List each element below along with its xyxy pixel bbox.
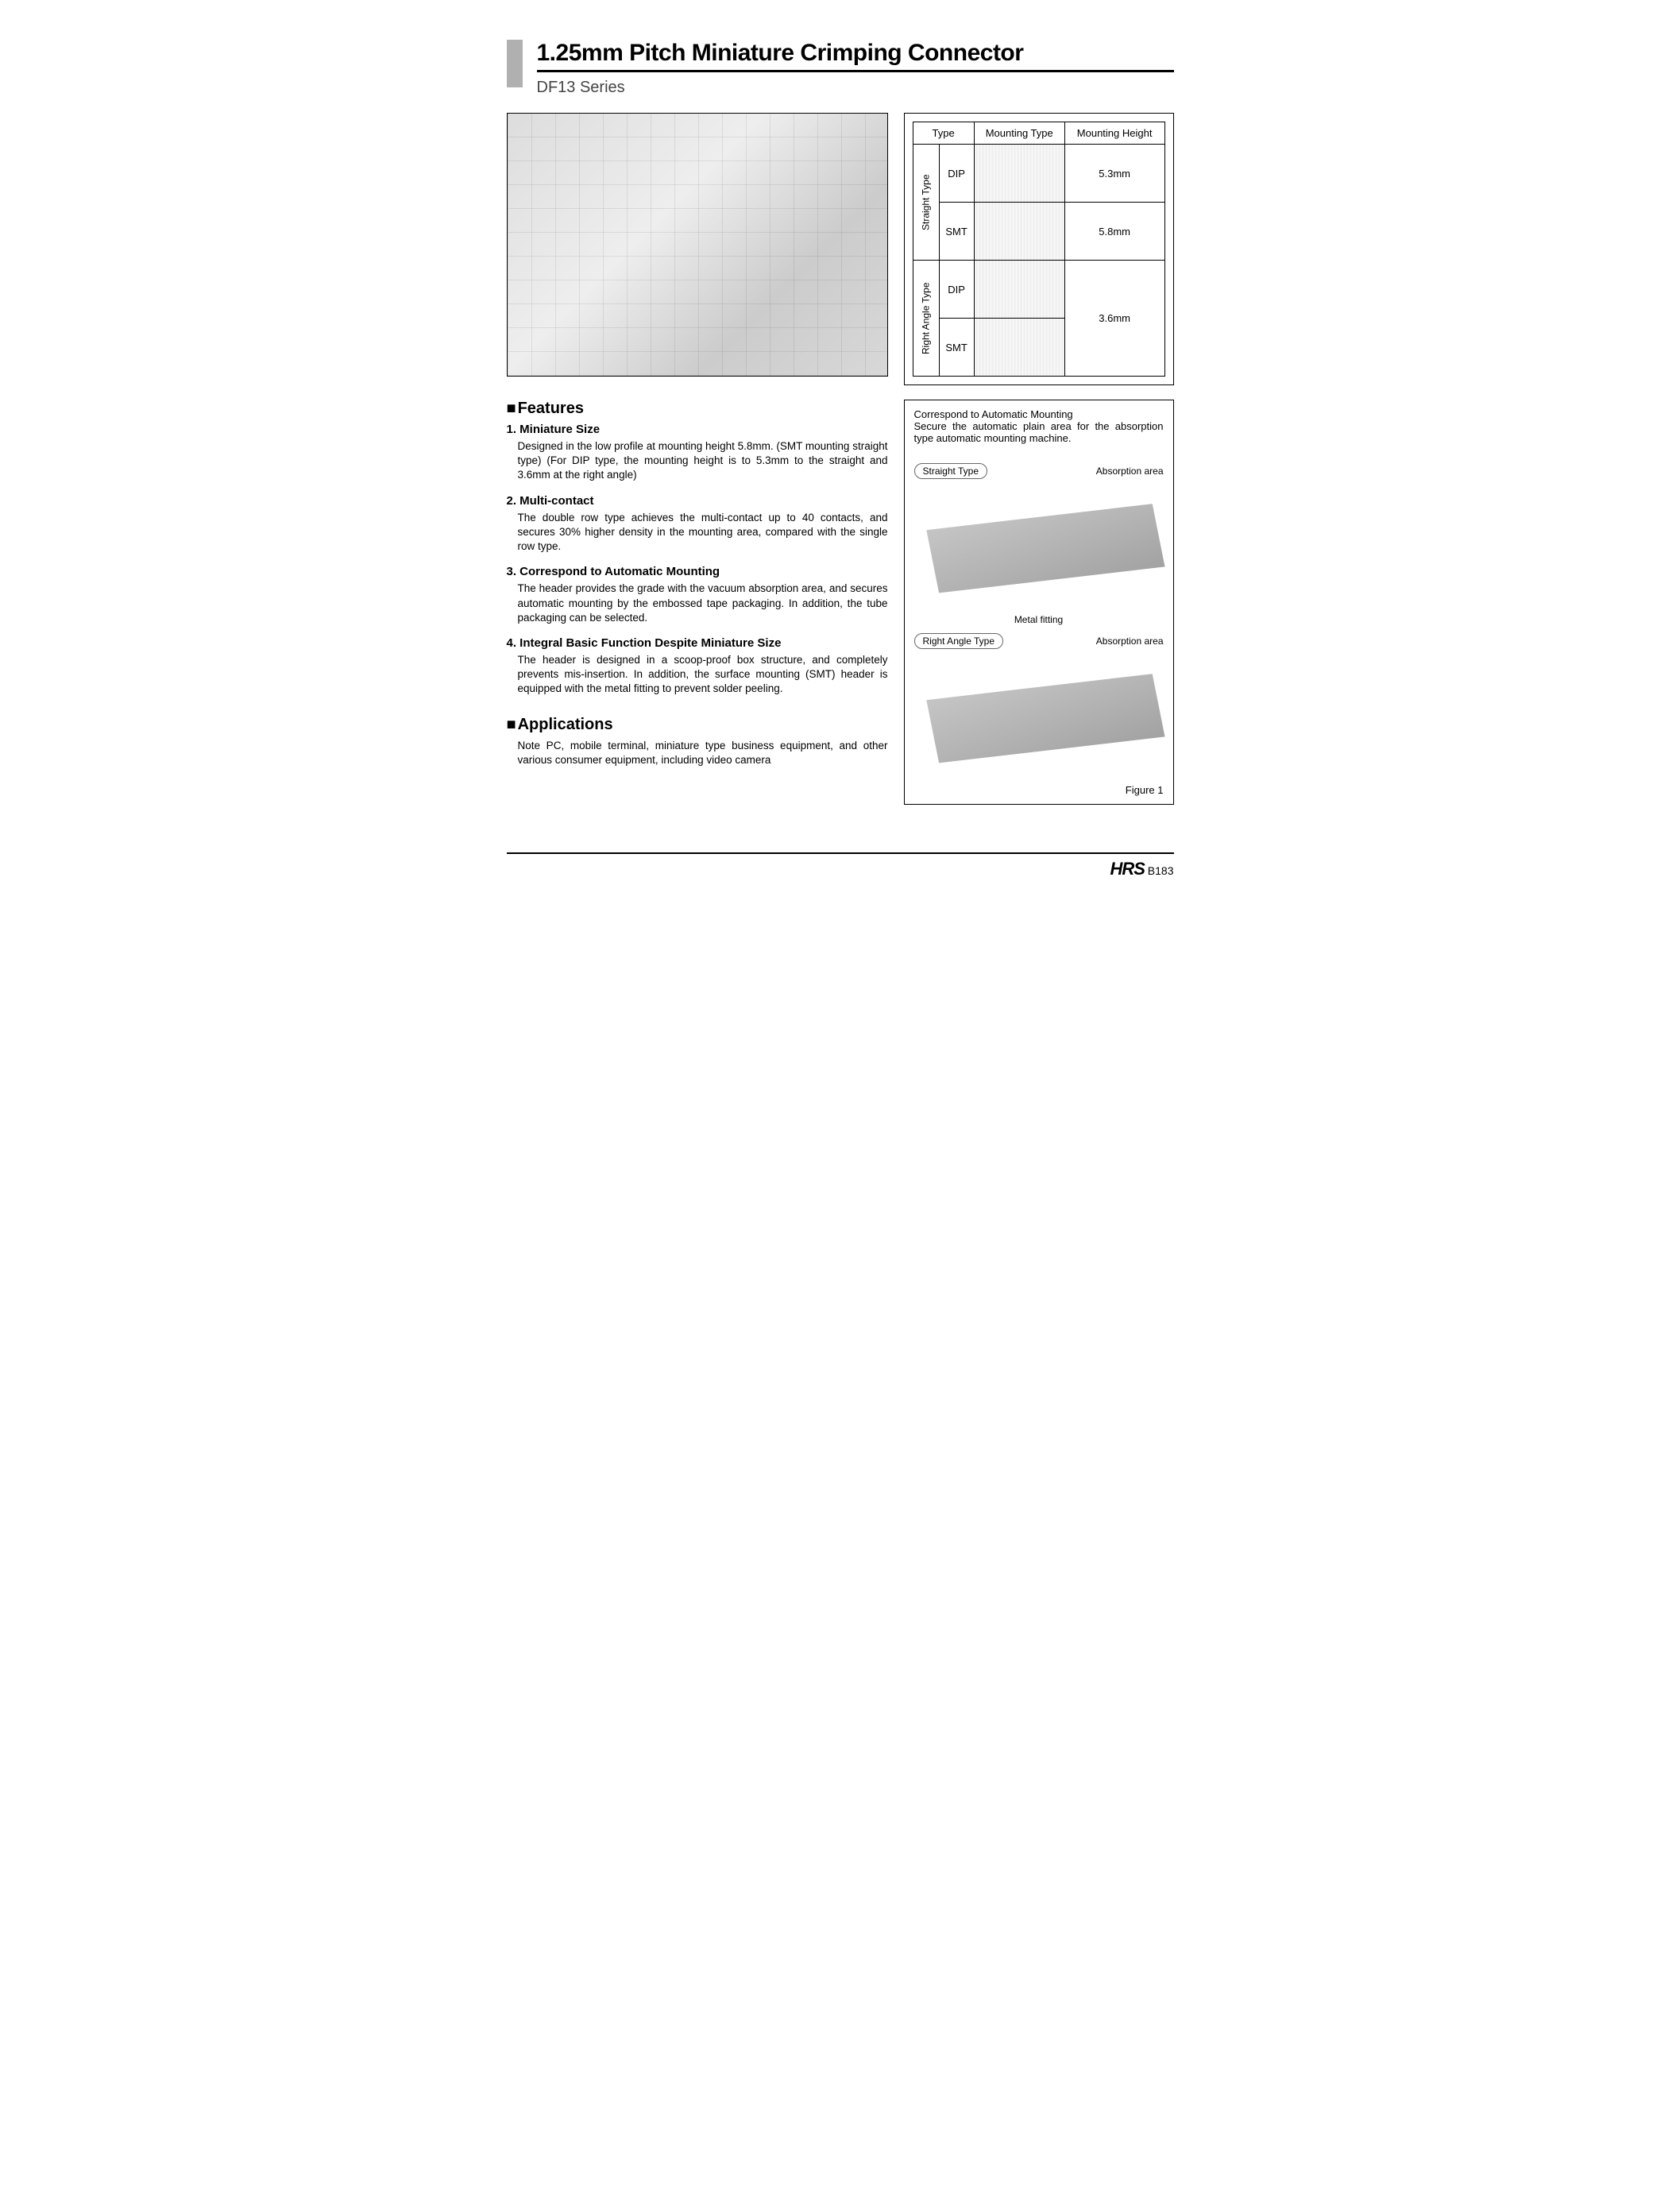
product-photo xyxy=(507,113,888,377)
spec-type-dip-2: DIP xyxy=(939,261,974,319)
feature-1-body: Designed in the low profile at mounting … xyxy=(518,439,888,483)
footer-logo: HRS xyxy=(1110,859,1144,879)
metal-fitting-label: Metal fitting xyxy=(914,614,1164,625)
spec-header-mounting-type: Mounting Type xyxy=(974,122,1064,145)
right-angle-type-pill: Right Angle Type xyxy=(914,633,1004,649)
spec-table: Type Mounting Type Mounting Height Strai… xyxy=(904,113,1174,385)
spec-group-rightangle: Right Angle Type xyxy=(913,261,939,377)
spec-diagram-ra-smt xyxy=(974,319,1064,377)
spec-height-2: 5.8mm xyxy=(1064,203,1164,261)
straight-type-pill: Straight Type xyxy=(914,463,988,479)
feature-1-title: 1. Miniature Size xyxy=(507,423,888,436)
title-rule xyxy=(537,70,1174,72)
spec-header-type: Type xyxy=(913,122,974,145)
footer-page: B183 xyxy=(1148,864,1174,877)
absorption-area-label-2: Absorption area xyxy=(1096,636,1164,647)
features-heading: Features xyxy=(507,400,888,418)
absorption-area-label-1: Absorption area xyxy=(1096,466,1164,477)
mounting-panel: Correspond to Automatic Mounting Secure … xyxy=(904,400,1174,805)
spec-diagram-ra-dip xyxy=(974,261,1064,319)
applications-heading: Applications xyxy=(507,716,888,734)
feature-3: 3. Correspond to Automatic Mounting The … xyxy=(507,565,888,625)
mounting-intro-1: Correspond to Automatic Mounting xyxy=(914,408,1164,420)
feature-3-body: The header provides the grade with the v… xyxy=(518,582,888,625)
spec-diagram-straight-smt xyxy=(974,203,1064,261)
feature-4-title: 4. Integral Basic Function Despite Minia… xyxy=(507,636,888,650)
title-block: 1.25mm Pitch Miniature Crimping Connecto… xyxy=(507,40,1174,97)
page-footer: HRS B183 xyxy=(507,852,1174,879)
spec-header-mounting-height: Mounting Height xyxy=(1064,122,1164,145)
spec-type-dip-1: DIP xyxy=(939,145,974,203)
feature-4-body: The header is designed in a scoop-proof … xyxy=(518,653,888,697)
connector-render-rightangle xyxy=(914,663,1165,768)
feature-3-title: 3. Correspond to Automatic Mounting xyxy=(507,565,888,578)
series-label: DF13 Series xyxy=(537,79,1174,97)
spec-height-3: 3.6mm xyxy=(1064,261,1164,377)
feature-2-body: The double row type achieves the multi-c… xyxy=(518,511,888,554)
feature-2: 2. Multi-contact The double row type ach… xyxy=(507,494,888,554)
connector-render-straight xyxy=(914,493,1165,598)
title-accent-bar xyxy=(507,40,523,87)
spec-group-straight: Straight Type xyxy=(913,145,939,261)
figure-label: Figure 1 xyxy=(914,784,1164,796)
main-title: 1.25mm Pitch Miniature Crimping Connecto… xyxy=(537,40,1174,67)
spec-type-smt-1: SMT xyxy=(939,203,974,261)
mounting-intro-2: Secure the automatic plain area for the … xyxy=(914,420,1164,444)
applications-body: Note PC, mobile terminal, miniature type… xyxy=(518,739,888,767)
spec-height-1: 5.3mm xyxy=(1064,145,1164,203)
spec-type-smt-2: SMT xyxy=(939,319,974,377)
feature-2-title: 2. Multi-contact xyxy=(507,494,888,508)
feature-1: 1. Miniature Size Designed in the low pr… xyxy=(507,423,888,483)
spec-diagram-straight-dip xyxy=(974,145,1064,203)
feature-4: 4. Integral Basic Function Despite Minia… xyxy=(507,636,888,697)
